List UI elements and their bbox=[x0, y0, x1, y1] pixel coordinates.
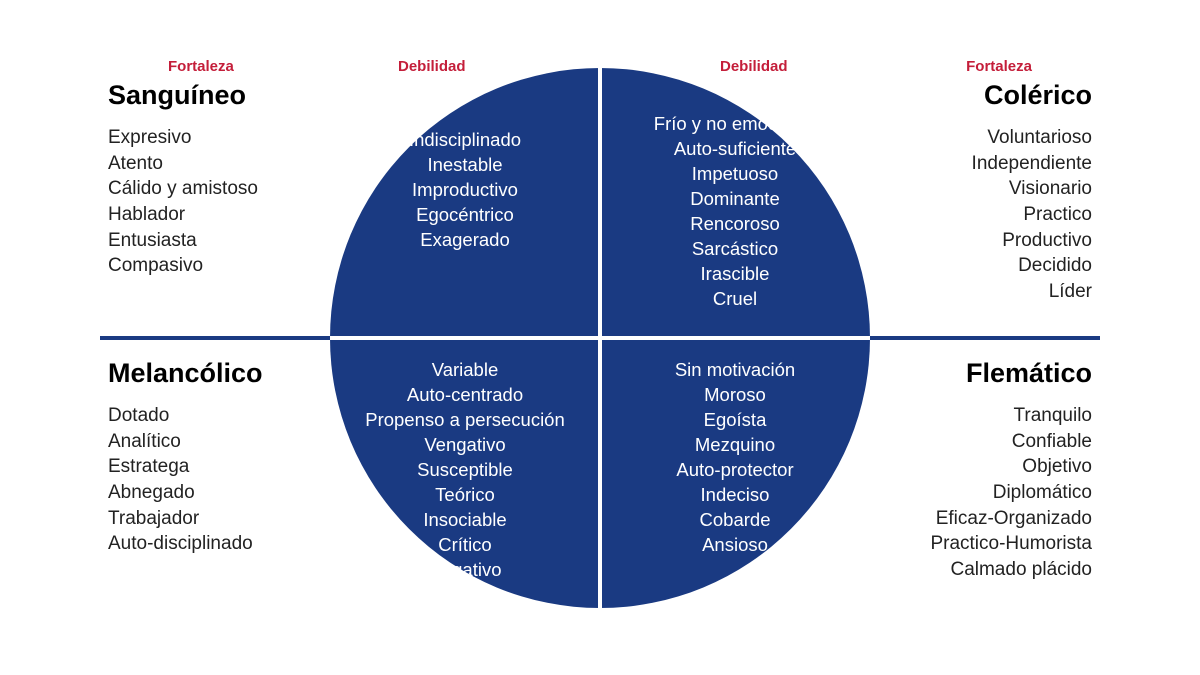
list-item: Auto-centrado bbox=[335, 383, 595, 408]
list-item: Cobarde bbox=[605, 508, 865, 533]
list-item: Productivo bbox=[972, 228, 1092, 254]
quadrant-flematico: Flemático TranquiloConfiableObjetivoDipl… bbox=[930, 358, 1092, 582]
label-fortaleza-tr: Fortaleza bbox=[966, 58, 1032, 75]
weak-list-bl: VariableAuto-centradoPropenso a persecuc… bbox=[335, 358, 595, 583]
title-melancolico: Melancólico bbox=[108, 358, 263, 389]
list-item: Insociable bbox=[335, 508, 595, 533]
list-item: Egocéntrico bbox=[335, 203, 595, 228]
list-item: Variable bbox=[335, 358, 595, 383]
list-item: Independiente bbox=[972, 151, 1092, 177]
weaknesses-colerico: Frío y no emocionalAuto-suficienteImpetu… bbox=[605, 112, 865, 312]
list-item: Entusiasta bbox=[108, 228, 258, 254]
list-item: Compasivo bbox=[108, 253, 258, 279]
list-item: Improductivo bbox=[335, 178, 595, 203]
strengths-sanguineo: ExpresivoAtentoCálido y amistosoHablador… bbox=[108, 125, 258, 279]
list-item: Hablador bbox=[108, 202, 258, 228]
strengths-melancolico: DotadoAnalíticoEstrategaAbnegadoTrabajad… bbox=[108, 403, 263, 557]
label-debilidad-tl: Debilidad bbox=[398, 58, 466, 75]
list-item: Auto-protector bbox=[605, 458, 865, 483]
label-debilidad-tr: Debilidad bbox=[720, 58, 788, 75]
label-fortaleza-tl: Fortaleza bbox=[168, 58, 234, 75]
weak-list-br: Sin motivaciónMorosoEgoístaMezquinoAuto-… bbox=[605, 358, 865, 558]
list-item: Indisciplinado bbox=[335, 128, 595, 153]
list-item: Tranquilo bbox=[930, 403, 1092, 429]
list-item: Analítico bbox=[108, 429, 263, 455]
list-item: Teórico bbox=[335, 483, 595, 508]
list-item: Sarcástico bbox=[605, 237, 865, 262]
list-item: Inestable bbox=[335, 153, 595, 178]
list-item: Confiable bbox=[930, 429, 1092, 455]
list-item: Irascible bbox=[605, 262, 865, 287]
strengths-colerico: VoluntariosoIndependienteVisionarioPract… bbox=[972, 125, 1092, 304]
list-item: Crítico bbox=[335, 533, 595, 558]
title-flematico: Flemático bbox=[930, 358, 1092, 389]
list-item: Indeciso bbox=[605, 483, 865, 508]
list-item: Practico-Humorista bbox=[930, 531, 1092, 557]
list-item: Exagerado bbox=[335, 228, 595, 253]
list-item: Susceptible bbox=[335, 458, 595, 483]
list-item: Calmado plácido bbox=[930, 557, 1092, 583]
list-item: Expresivo bbox=[108, 125, 258, 151]
list-item: Visionario bbox=[972, 176, 1092, 202]
list-item: Ansioso bbox=[605, 533, 865, 558]
quadrant-colerico: Colérico VoluntariosoIndependienteVision… bbox=[972, 80, 1092, 304]
weak-list-tl: IndisciplinadoInestableImproductivoEgocé… bbox=[335, 128, 595, 253]
list-item: Diplomático bbox=[930, 480, 1092, 506]
list-item: Líder bbox=[972, 279, 1092, 305]
quadrant-sanguineo: Sanguíneo ExpresivoAtentoCálido y amisto… bbox=[108, 80, 258, 279]
list-item: Cálido y amistoso bbox=[108, 176, 258, 202]
list-item: Propenso a persecución bbox=[335, 408, 595, 433]
list-item: Abnegado bbox=[108, 480, 263, 506]
title-sanguineo: Sanguíneo bbox=[108, 80, 258, 111]
list-item: Voluntarioso bbox=[972, 125, 1092, 151]
list-item: Vengativo bbox=[335, 433, 595, 458]
list-item: Atento bbox=[108, 151, 258, 177]
list-item: Impetuoso bbox=[605, 162, 865, 187]
list-item: Frío y no emocional bbox=[605, 112, 865, 137]
title-colerico: Colérico bbox=[972, 80, 1092, 111]
list-item: Egoísta bbox=[605, 408, 865, 433]
weak-list-tr: Frío y no emocionalAuto-suficienteImpetu… bbox=[605, 112, 865, 312]
list-item: Estratega bbox=[108, 454, 263, 480]
weaknesses-sanguineo: IndisciplinadoInestableImproductivoEgocé… bbox=[335, 128, 595, 253]
list-item: Rencoroso bbox=[605, 212, 865, 237]
list-item: Cruel bbox=[605, 287, 865, 312]
strengths-flematico: TranquiloConfiableObjetivoDiplomáticoEfi… bbox=[930, 403, 1092, 582]
list-item: Moroso bbox=[605, 383, 865, 408]
list-item: Dotado bbox=[108, 403, 263, 429]
list-item: Decidido bbox=[972, 253, 1092, 279]
list-item: Objetivo bbox=[930, 454, 1092, 480]
list-item: Negativo bbox=[335, 558, 595, 583]
vertical-divider bbox=[598, 60, 602, 615]
quadrant-melancolico: Melancólico DotadoAnalíticoEstrategaAbne… bbox=[108, 358, 263, 557]
list-item: Practico bbox=[972, 202, 1092, 228]
list-item: Trabajador bbox=[108, 506, 263, 532]
list-item: Auto-disciplinado bbox=[108, 531, 263, 557]
list-item: Auto-suficiente bbox=[605, 137, 865, 162]
list-item: Eficaz-Organizado bbox=[930, 506, 1092, 532]
list-item: Mezquino bbox=[605, 433, 865, 458]
list-item: Dominante bbox=[605, 187, 865, 212]
list-item: Sin motivación bbox=[605, 358, 865, 383]
weaknesses-flematico: Sin motivaciónMorosoEgoístaMezquinoAuto-… bbox=[605, 358, 865, 558]
weaknesses-melancolico: VariableAuto-centradoPropenso a persecuc… bbox=[335, 358, 595, 583]
